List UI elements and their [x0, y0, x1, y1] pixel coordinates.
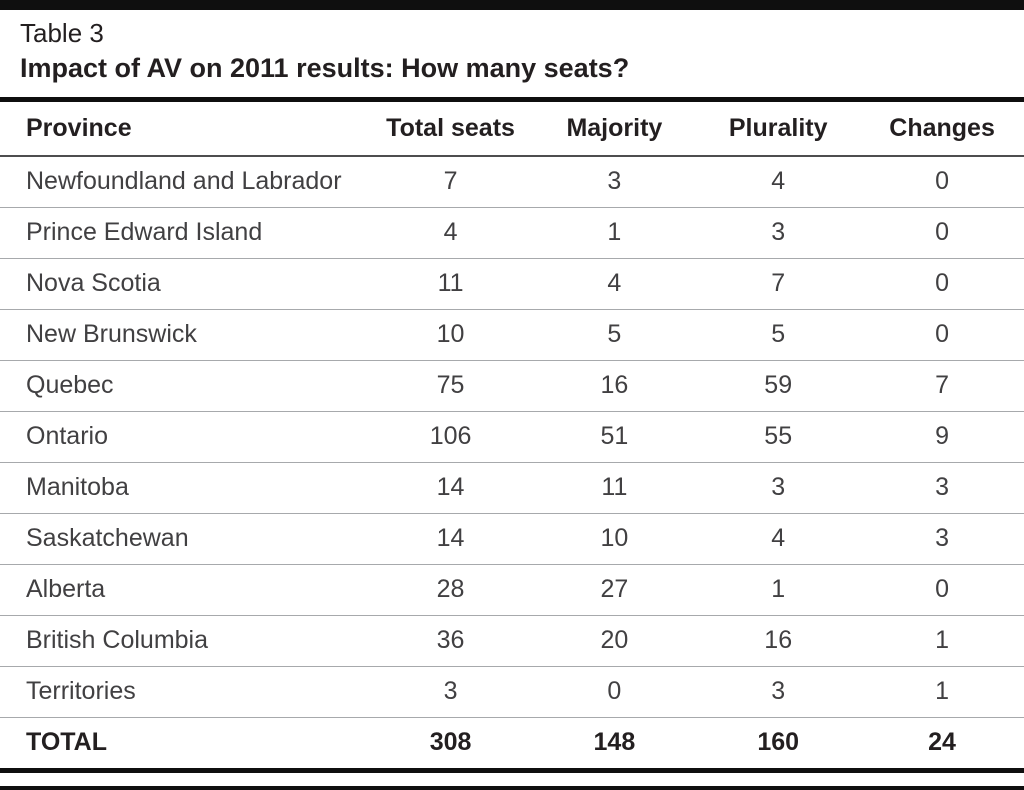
value-cell: 3	[935, 472, 950, 501]
table-head-rule	[0, 96, 1024, 102]
value-cell: 1	[935, 676, 950, 705]
value-cell: 75	[436, 370, 465, 399]
results-table: Province Total seats Majority Plurality …	[0, 102, 1024, 768]
value-cell: 3	[607, 166, 622, 195]
value-cell: 55	[764, 421, 793, 450]
value-cell: 0	[935, 319, 950, 348]
value-cell: 7	[443, 166, 458, 195]
province-cell: Ontario	[26, 421, 108, 450]
value-cell: 16	[764, 625, 793, 654]
value-cell: 14	[436, 523, 465, 552]
value-cell: 3	[771, 217, 786, 246]
value-cell: 59	[764, 370, 793, 399]
value-cell: 7	[935, 370, 950, 399]
table-title-block: Table 3 Impact of AV on 2011 results: Ho…	[0, 10, 1024, 97]
value-cell: 0	[935, 268, 950, 297]
value-cell: 0	[935, 574, 950, 603]
value-cell: 1	[607, 217, 622, 246]
value-cell: 16	[600, 370, 629, 399]
province-cell: British Columbia	[26, 625, 209, 654]
value-cell: 11	[601, 472, 628, 501]
value-cell: 5	[771, 319, 786, 348]
column-header-plurality: Plurality	[728, 113, 828, 142]
value-cell: 51	[600, 421, 629, 450]
value-cell: 10	[436, 319, 465, 348]
table-header: Province Total seats Majority Plurality …	[0, 102, 1024, 156]
value-cell: 308	[429, 727, 472, 756]
value-cell: 106	[429, 421, 472, 450]
value-cell: 11	[437, 268, 464, 297]
column-header-changes: Changes	[889, 113, 995, 142]
value-cell: 4	[771, 523, 786, 552]
province-cell: Manitoba	[26, 472, 129, 501]
table-row: Saskatchewan 14 10 4 3	[0, 513, 1024, 564]
province-cell: Prince Edward Island	[26, 217, 263, 246]
table-body: Newfoundland and Labrador 7 3 4 0 Prince Edwa…	[0, 156, 1024, 768]
province-cell: New Brunswick	[26, 319, 197, 348]
column-header-province: Province	[26, 113, 132, 142]
value-cell: 27	[600, 574, 629, 603]
value-cell: 160	[757, 727, 800, 756]
value-cell: 10	[600, 523, 629, 552]
table-row: Manitoba 14 11 3 3	[0, 462, 1024, 513]
value-cell: 0	[935, 166, 950, 195]
value-cell: 7	[771, 268, 786, 297]
value-cell: 148	[593, 727, 636, 756]
header-row: Province Total seats Majority Plurality …	[0, 102, 1024, 156]
province-cell: Quebec	[26, 370, 114, 399]
value-cell: 28	[436, 574, 465, 603]
province-cell: Nova Scotia	[26, 268, 161, 297]
table-row: Quebec 75 16 59 7	[0, 360, 1024, 411]
value-cell: 4	[443, 217, 458, 246]
table-row: New Brunswick 10 5 5 0	[0, 309, 1024, 360]
table-row: Territories 3 0 3 1	[0, 666, 1024, 717]
province-cell: Territories	[26, 676, 136, 705]
table-row: British Columbia 36 20 16 1	[0, 615, 1024, 666]
bottom-gap	[0, 773, 1024, 786]
column-header-total-seats: Total seats	[386, 113, 515, 142]
total-label-cell: TOTAL	[26, 727, 108, 756]
value-cell: 1	[935, 625, 950, 654]
table-row: Nova Scotia 11 4 7 0	[0, 258, 1024, 309]
column-header-majority: Majority	[566, 113, 663, 142]
value-cell: 3	[771, 472, 786, 501]
table-top-band	[0, 0, 1024, 10]
value-cell: 4	[771, 166, 786, 195]
table-row: Prince Edward Island 4 1 3 0	[0, 207, 1024, 258]
value-cell: 3	[771, 676, 786, 705]
value-cell: 14	[436, 472, 465, 501]
value-cell: 3	[443, 676, 458, 705]
page-bottom-rule	[0, 785, 1024, 790]
value-cell: 5	[607, 319, 622, 348]
value-cell: 1	[771, 574, 786, 603]
value-cell: 9	[935, 421, 950, 450]
table-row: Newfoundland and Labrador 7 3 4 0	[0, 156, 1024, 208]
value-cell: 24	[928, 727, 956, 756]
value-cell: 0	[935, 217, 950, 246]
value-cell: 36	[436, 625, 465, 654]
value-cell: 4	[607, 268, 622, 297]
table-row: Alberta 28 27 1 0	[0, 564, 1024, 615]
table-title: Impact of AV on 2011 results: How many s…	[20, 52, 630, 83]
province-cell: Alberta	[26, 574, 106, 603]
value-cell: 3	[935, 523, 950, 552]
value-cell: 0	[607, 676, 622, 705]
value-cell: 20	[600, 625, 629, 654]
province-cell: Newfoundland and Labrador	[26, 166, 342, 195]
table-label: Table 3	[20, 18, 104, 48]
province-cell: Saskatchewan	[26, 523, 189, 552]
table-row: Ontario 106 51 55 9	[0, 411, 1024, 462]
total-row: TOTAL 308 148 160 24	[0, 717, 1024, 768]
